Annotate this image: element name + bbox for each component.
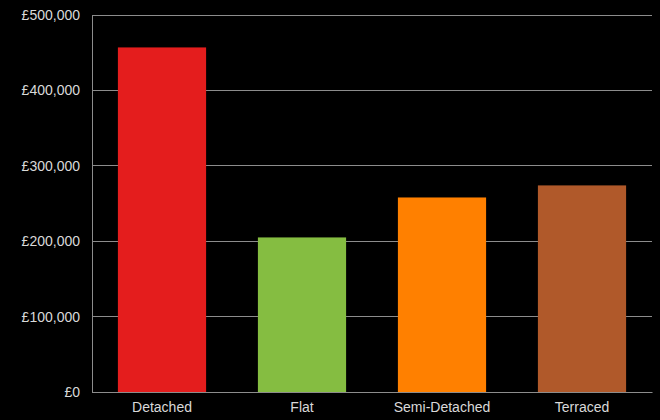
- x-tick: Flat: [290, 392, 313, 415]
- x-axis: Detached Flat Semi-Detached Terraced: [93, 392, 653, 415]
- bar: [538, 185, 626, 392]
- y-tick: £300,000: [22, 158, 92, 174]
- y-tick-label: £200,000: [22, 233, 81, 249]
- background: [0, 0, 660, 420]
- y-tick-label: £300,000: [22, 158, 81, 174]
- x-tick-label: Terraced: [555, 399, 609, 415]
- y-tick-label: £500,000: [22, 7, 81, 23]
- plot: £0 £100,000 £200,000 £300,000 £400,000 £500,0…: [22, 7, 653, 415]
- grid: [92, 15, 652, 392]
- grid-line: [92, 15, 652, 16]
- bar: [398, 197, 486, 392]
- y-tick-label: £400,000: [22, 82, 81, 98]
- y-tick-label: £0: [64, 384, 80, 400]
- x-tick-label: Detached: [132, 399, 192, 415]
- x-tick-label: Semi-Detached: [394, 399, 491, 415]
- bars: [118, 47, 626, 392]
- y-tick: £0: [64, 384, 92, 400]
- x-tick: Semi-Detached: [394, 392, 491, 415]
- y-tick-label: £100,000: [22, 309, 81, 325]
- y-tick: £100,000: [22, 309, 92, 325]
- bar: [258, 237, 346, 392]
- x-axis-line: [93, 392, 653, 393]
- y-tick: £400,000: [22, 82, 92, 98]
- x-tick-label: Flat: [290, 399, 313, 415]
- chart: £0 £100,000 £200,000 £300,000 £400,000 £500,0…: [0, 0, 660, 420]
- x-tick: Detached: [132, 392, 192, 415]
- x-tick: Terraced: [555, 392, 609, 415]
- bar: [118, 47, 206, 392]
- y-tick: £200,000: [22, 233, 92, 249]
- y-tick: £500,000: [22, 7, 92, 23]
- y-axis-line: [92, 16, 93, 393]
- y-axis: £0 £100,000 £200,000 £300,000 £400,000 £500,0…: [22, 7, 93, 400]
